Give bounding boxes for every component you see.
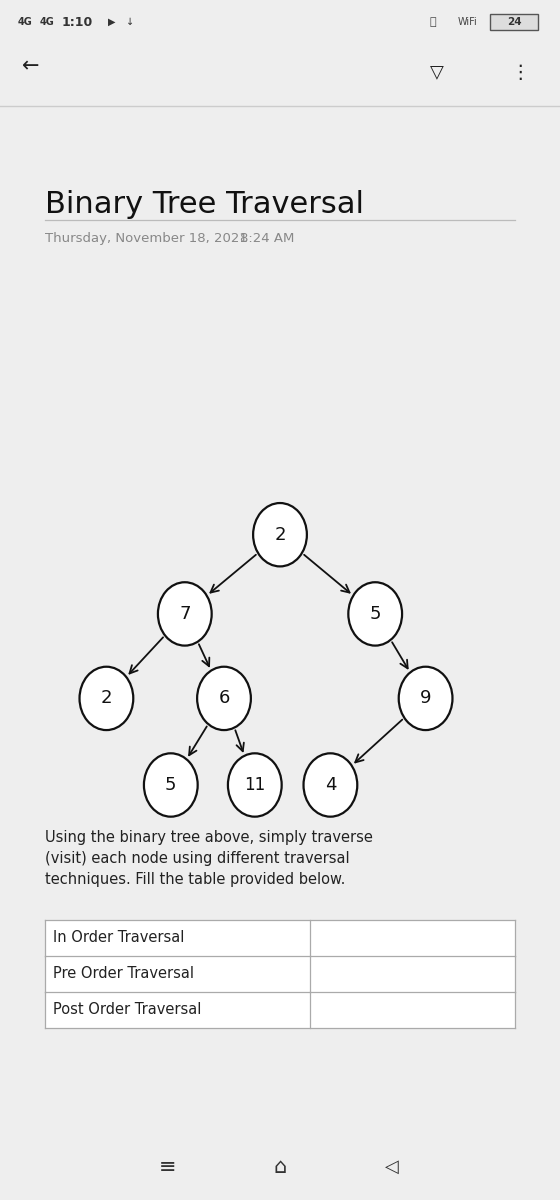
Text: ▽: ▽ [430, 62, 444, 80]
Text: Binary Tree Traversal: Binary Tree Traversal [45, 190, 364, 218]
Ellipse shape [228, 754, 282, 817]
Text: (visit) each node using different traversal: (visit) each node using different traver… [45, 851, 349, 866]
Text: ←: ← [22, 56, 40, 76]
Text: Pre Order Traversal: Pre Order Traversal [53, 966, 194, 982]
Text: 1:10: 1:10 [62, 16, 94, 29]
Text: techniques. Fill the table provided below.: techniques. Fill the table provided belo… [45, 872, 346, 887]
Ellipse shape [197, 667, 251, 730]
Text: 24: 24 [507, 17, 521, 26]
Text: ⌂: ⌂ [273, 1157, 287, 1177]
Text: 9: 9 [420, 689, 431, 708]
Text: 5: 5 [165, 776, 176, 794]
Text: 🕐: 🕐 [430, 17, 437, 26]
Text: ⋮: ⋮ [510, 62, 530, 82]
Ellipse shape [253, 503, 307, 566]
Text: In Order Traversal: In Order Traversal [53, 930, 184, 946]
Text: Post Order Traversal: Post Order Traversal [53, 1002, 202, 1018]
Bar [45, 992, 515, 1028]
Text: ◁: ◁ [385, 1158, 399, 1176]
Text: 4G: 4G [40, 17, 55, 26]
Text: Using the binary tree above, simply traverse: Using the binary tree above, simply trav… [45, 830, 373, 845]
Ellipse shape [144, 754, 198, 817]
Text: 2: 2 [101, 689, 112, 708]
Text: 4G: 4G [18, 17, 32, 26]
Text: 8:24 AM: 8:24 AM [240, 232, 295, 245]
Ellipse shape [80, 667, 133, 730]
Ellipse shape [304, 754, 357, 817]
Text: 6: 6 [218, 689, 230, 708]
FancyBboxPatch shape [490, 14, 538, 30]
Text: 4: 4 [325, 776, 336, 794]
Text: 2: 2 [274, 526, 286, 544]
Bar [45, 956, 515, 992]
Text: Thursday, November 18, 2021: Thursday, November 18, 2021 [45, 232, 248, 245]
Text: 7: 7 [179, 605, 190, 623]
Ellipse shape [348, 582, 402, 646]
Text: ↓: ↓ [126, 17, 134, 26]
Text: WiFi: WiFi [458, 17, 478, 26]
Text: ≡: ≡ [159, 1157, 177, 1177]
Bar [45, 920, 515, 956]
Ellipse shape [399, 667, 452, 730]
Text: ▶: ▶ [108, 17, 115, 26]
Ellipse shape [158, 582, 212, 646]
Text: 5: 5 [370, 605, 381, 623]
Text: 11: 11 [244, 776, 265, 794]
